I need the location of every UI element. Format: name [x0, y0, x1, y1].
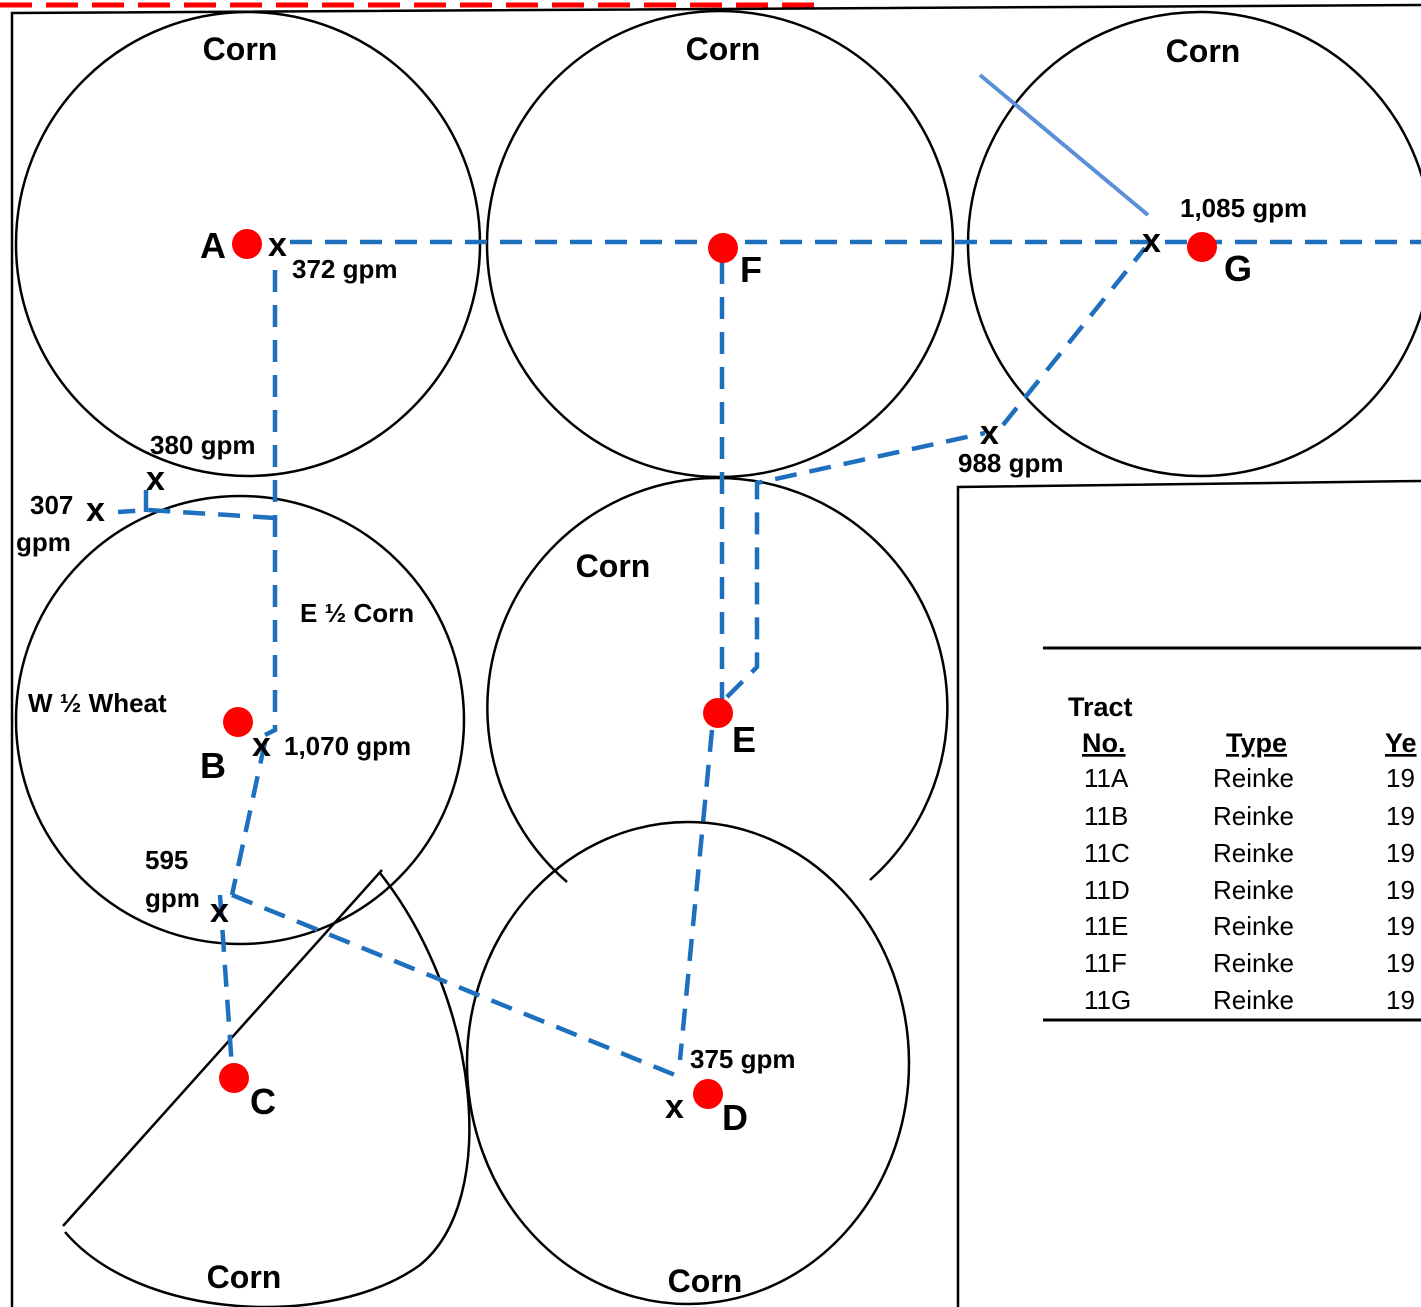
- pivot-label-b: B: [200, 745, 226, 786]
- well-marker-b: x: [252, 726, 271, 764]
- well-marker-d: x: [665, 1088, 684, 1126]
- crop-label-middle-center: Corn: [576, 548, 651, 584]
- table-cell-type: Reinke: [1213, 838, 1294, 868]
- pivot-point-e: [703, 698, 733, 728]
- table-cell-type: Reinke: [1213, 875, 1294, 905]
- well-flow-380: 380 gpm: [150, 430, 256, 460]
- table-cell-year: 19: [1386, 875, 1415, 905]
- table-cell-tract: 11G: [1084, 985, 1131, 1015]
- well-flow-307-unit: gpm: [16, 527, 71, 557]
- table-cell-tract: 11D: [1084, 875, 1130, 905]
- pivot-point-f: [708, 233, 738, 263]
- crop-label-top-center: Corn: [686, 31, 761, 67]
- well-marker-307: x: [86, 491, 105, 529]
- field-b-west-half-label: W ½ Wheat: [28, 688, 167, 718]
- table-cell-year: 19: [1386, 948, 1415, 978]
- table-cell-tract: 11C: [1084, 838, 1130, 868]
- field-circle-c: [64, 872, 471, 1307]
- pipeline-e-988: [725, 430, 986, 699]
- crop-label-top-left: Corn: [203, 31, 278, 67]
- field-c-edge-line: [62, 869, 383, 1227]
- pivot-label-f: F: [740, 249, 762, 290]
- table-header-no: No.: [1082, 728, 1126, 758]
- table-cell-type: Reinke: [1213, 801, 1294, 831]
- tract-table: Tract No. Type Ye 11A Reinke 19 11B Rein…: [1043, 646, 1421, 1022]
- field-circle-e: [486, 476, 949, 883]
- table-cell-type: Reinke: [1213, 911, 1294, 941]
- crop-label-bottom-center: Corn: [668, 1263, 743, 1299]
- pipeline-west-wells: [117, 507, 276, 521]
- pivot-label-c: C: [250, 1081, 276, 1122]
- field-b-east-half-label: E ½ Corn: [300, 598, 414, 628]
- table-frame: [956, 479, 1421, 1307]
- pipeline-988-g: [1001, 246, 1147, 427]
- well-flow-d: 375 gpm: [690, 1044, 796, 1074]
- table-header-type: Type: [1226, 728, 1287, 758]
- well-flow-595-num: 595: [145, 845, 188, 875]
- pipeline-b-595: [229, 741, 268, 896]
- table-cell-year: 19: [1386, 763, 1415, 793]
- well-marker-380: x: [146, 460, 165, 498]
- field-circle-d: [465, 820, 911, 1306]
- well-marker-g: x: [1142, 222, 1161, 260]
- pivot-point-a: [232, 229, 262, 259]
- pivot-point-g: [1187, 232, 1217, 262]
- well-flow-b: 1,070 gpm: [284, 731, 411, 761]
- table-header-year: Ye: [1385, 728, 1417, 758]
- pivot-point-c: [219, 1063, 249, 1093]
- well-flow-a: 372 gpm: [292, 254, 398, 284]
- table-cell-tract: 11F: [1084, 948, 1127, 978]
- crop-label-top-right: Corn: [1166, 33, 1241, 69]
- well-marker-988: x: [980, 414, 999, 452]
- table-cell-year: 19: [1386, 911, 1415, 941]
- crop-label-bottom-left: Corn: [207, 1259, 282, 1295]
- well-flow-595-unit: gpm: [145, 883, 200, 913]
- pivot-label-g: G: [1224, 248, 1252, 289]
- pivot-label-d: D: [722, 1097, 748, 1138]
- pivot-point-b: [223, 707, 253, 737]
- table-cell-type: Reinke: [1213, 985, 1294, 1015]
- field-g-solid-line: [978, 73, 1150, 217]
- table-cell-tract: 11B: [1084, 801, 1128, 831]
- well-flow-g: 1,085 gpm: [1180, 193, 1307, 223]
- map-frame: [10, 3, 1421, 1307]
- pipeline-network: [117, 239, 1421, 1078]
- table-header-tract: Tract: [1068, 692, 1133, 722]
- table-cell-type: Reinke: [1213, 948, 1294, 978]
- pipeline-a-b: [263, 270, 278, 738]
- pivot-point-d: [693, 1079, 723, 1109]
- pipeline-e-d: [677, 729, 715, 1061]
- table-cell-type: Reinke: [1213, 763, 1294, 793]
- pipeline-595-c: [217, 894, 235, 1069]
- pivot-label-e: E: [732, 719, 756, 760]
- field-circle-b: [14, 494, 466, 946]
- well-marker-595: x: [210, 892, 229, 930]
- table-cell-tract: 11E: [1084, 911, 1128, 941]
- well-flow-307-num: 307: [30, 490, 73, 520]
- table-cell-year: 19: [1386, 801, 1415, 831]
- table-cell-year: 19: [1386, 838, 1415, 868]
- pivot-label-a: A: [200, 225, 226, 266]
- pipeline-595-d: [231, 892, 676, 1078]
- well-flow-988: 988 gpm: [958, 448, 1064, 478]
- well-marker-a: x: [268, 226, 287, 264]
- table-cell-tract: 11A: [1084, 763, 1129, 793]
- table-cell-year: 19: [1386, 985, 1415, 1015]
